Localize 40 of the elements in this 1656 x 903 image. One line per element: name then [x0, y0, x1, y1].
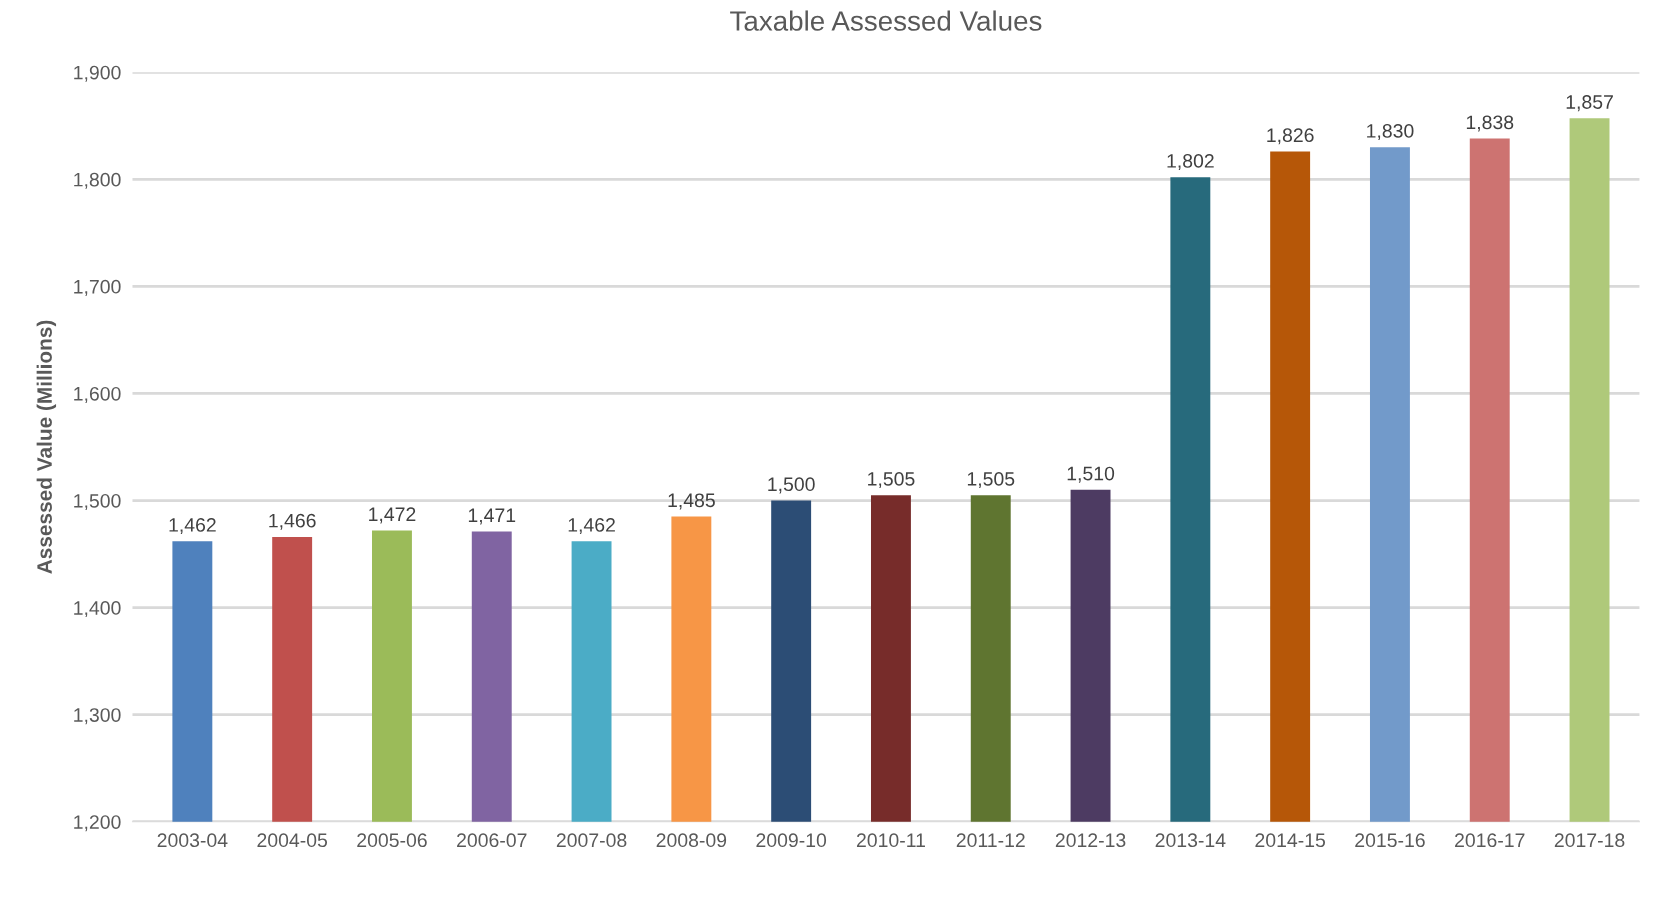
data-label: 1,505	[868, 472, 915, 489]
data-label: 1,471	[468, 508, 516, 525]
y-tick-label: 1,900	[74, 65, 121, 82]
x-tick-label: 2017-18	[1554, 833, 1625, 848]
y-tick-label: 1,500	[74, 493, 121, 511]
y-tick-label: 1,600	[74, 386, 121, 403]
y-axis-title: Assessed Value (Millions)	[36, 320, 57, 574]
data-label: 1,472	[369, 507, 416, 524]
x-tick-label: 2004-05	[257, 833, 328, 848]
x-tick-label: 2007-08	[556, 833, 627, 848]
data-label: 1,510	[1067, 466, 1115, 483]
x-tick-label: 2013-14	[1155, 833, 1226, 848]
data-label: 1,505	[967, 472, 1015, 489]
y-tick-label: 1,200	[74, 815, 121, 832]
data-label: 1,802	[1167, 154, 1214, 171]
data-label: 1,485	[668, 493, 715, 510]
y-tick-label: 1,700	[74, 279, 121, 296]
y-tick-label: 1,400	[74, 601, 121, 618]
x-tick-label: 2003-04	[157, 833, 228, 848]
data-label: 1,500	[768, 477, 815, 494]
x-tick-label: 2008-09	[656, 833, 727, 848]
y-tick-label: 1,800	[74, 172, 121, 189]
data-label: 1,462	[568, 518, 615, 535]
x-tick-label: 2006-07	[457, 833, 527, 848]
data-label: 1,462	[169, 518, 216, 535]
data-label: 1,830	[1367, 124, 1414, 141]
x-tick-label: 2012-13	[1055, 833, 1126, 848]
data-label: 1,826	[1267, 128, 1314, 145]
chart-title: Taxable Assessed Values	[730, 10, 1042, 31]
x-tick-label: 2010-11	[856, 833, 925, 848]
data-label: 1,857	[1566, 95, 1613, 112]
x-tick-label: 2011-12	[956, 833, 1025, 848]
x-tick-label: 2009-10	[756, 833, 827, 848]
y-tick-label: 1,300	[74, 708, 121, 725]
data-label: 1,838	[1466, 115, 1514, 132]
x-tick-label: 2016-17	[1455, 833, 1525, 848]
x-tick-label: 2015-16	[1355, 833, 1425, 848]
x-tick-label: 2014-15	[1255, 833, 1326, 848]
x-tick-label: 2005-06	[357, 833, 427, 848]
data-label: 1,466	[269, 513, 316, 530]
